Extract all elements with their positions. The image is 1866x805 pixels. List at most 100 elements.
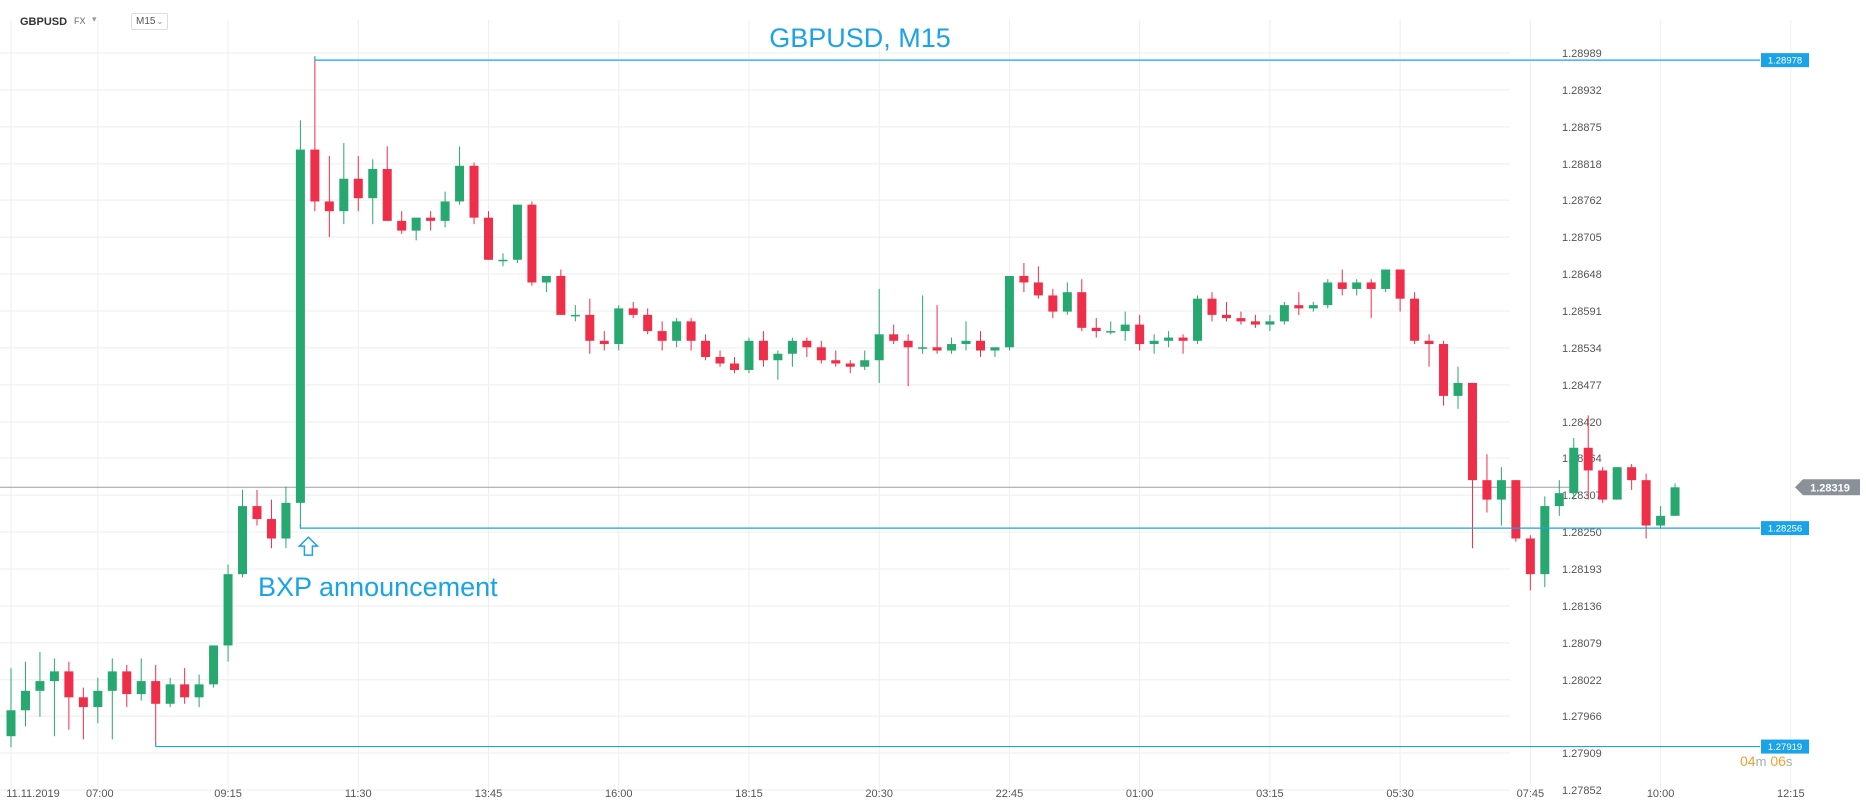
y-tick-label: 1.28022: [1562, 675, 1602, 687]
candle-bearish: [1511, 480, 1521, 539]
candle-bearish: [975, 340, 985, 351]
candle-bullish: [1569, 447, 1579, 494]
candle-bearish: [310, 149, 320, 202]
x-tick-label: 09:15: [214, 788, 242, 800]
candle-bearish: [1482, 480, 1492, 500]
candle-bearish: [802, 340, 812, 348]
candle-bullish: [1453, 382, 1463, 396]
candle-bearish: [845, 363, 855, 367]
candle-bearish: [78, 697, 88, 708]
y-tick-label: 1.28989: [1562, 48, 1602, 60]
candle-bearish: [266, 519, 276, 539]
candle-bullish: [136, 681, 146, 695]
candle-bearish: [758, 340, 768, 361]
candle-bullish: [1656, 515, 1666, 526]
y-tick-label: 1.28591: [1562, 306, 1602, 318]
y-tick-label: 1.28477: [1562, 380, 1602, 392]
candle-bullish: [947, 344, 957, 351]
candle-bearish: [1178, 337, 1188, 341]
timeframe-select[interactable]: M15⌄: [131, 13, 169, 30]
candle-bullish: [194, 684, 204, 698]
x-tick-label: 07:45: [1517, 788, 1545, 800]
candle-bearish: [730, 363, 739, 370]
y-tick-label: 1.28307: [1562, 490, 1602, 502]
candle-bearish: [1033, 282, 1043, 296]
candle-bearish: [1627, 467, 1637, 481]
candle-bearish: [1583, 447, 1593, 471]
candle-bullish: [672, 321, 682, 341]
level-price-tag: [1761, 521, 1809, 536]
annotation-label: BXP announcement: [258, 572, 498, 602]
y-tick-label: 1.28932: [1562, 85, 1602, 97]
candle-bullish: [1352, 282, 1362, 289]
candle-bullish: [512, 204, 522, 260]
countdown-minutes-unit: m: [1755, 754, 1767, 769]
candle-bearish: [1598, 470, 1608, 500]
candle-bearish: [1395, 269, 1405, 299]
candle-bearish: [151, 681, 161, 704]
candle-bearish: [426, 217, 436, 221]
y-tick-label: 1.28420: [1562, 417, 1602, 429]
candle-bearish: [1236, 318, 1246, 322]
candle-bearish: [1294, 305, 1304, 309]
countdown-seconds-unit: s: [1785, 754, 1793, 769]
candle-bearish: [1135, 324, 1145, 345]
y-tick-label: 1.28079: [1562, 638, 1602, 650]
candle-bearish: [1366, 282, 1376, 289]
candle-bullish: [787, 340, 797, 354]
candle-bullish: [1004, 275, 1014, 348]
candle-bearish: [527, 204, 537, 283]
level-price-tag: [1761, 53, 1809, 68]
candle-bullish: [1265, 321, 1275, 325]
x-tick-label: 22:45: [996, 788, 1024, 800]
market-label[interactable]: FX: [74, 16, 86, 26]
candle-bullish: [1062, 292, 1072, 312]
candle-bullish: [93, 690, 103, 708]
candle-bearish: [903, 340, 913, 348]
candle-bullish: [295, 149, 305, 503]
candle-bearish: [252, 506, 262, 520]
y-tick-label: 1.28364: [1562, 453, 1602, 465]
candle-bullish: [1612, 467, 1622, 500]
candle-bullish: [918, 347, 928, 349]
y-tick-label: 1.28705: [1562, 232, 1602, 244]
x-tick-label: 13:45: [475, 788, 503, 800]
candle-bearish: [1221, 314, 1231, 319]
candle-bullish: [1193, 298, 1203, 341]
candle-bullish: [1106, 331, 1116, 333]
candle-bullish: [411, 217, 421, 231]
candle-bearish: [397, 220, 407, 231]
candle-bullish: [1279, 305, 1289, 322]
candle-bearish: [628, 308, 638, 315]
candle-bearish: [324, 201, 334, 212]
candle-bullish: [209, 645, 219, 685]
symbol-label[interactable]: GBPUSD: [20, 16, 68, 28]
chevron-down-icon: ⌄: [156, 17, 164, 26]
candle-bearish: [1250, 321, 1260, 325]
candle-bearish: [382, 169, 392, 221]
candle-bearish: [484, 217, 494, 260]
candle-bearish: [180, 684, 190, 698]
candle-bearish: [1525, 538, 1535, 575]
candle-bearish: [1439, 344, 1449, 396]
candle-bullish: [773, 353, 783, 361]
candle-bullish: [1120, 324, 1130, 332]
y-tick-label: 1.27966: [1562, 711, 1602, 723]
candle-bullish: [368, 169, 378, 199]
candle-bullish: [1540, 506, 1550, 575]
candle-bullish: [990, 347, 1000, 351]
countdown-seconds: 06: [1770, 753, 1786, 769]
x-tick-label: 12:15: [1777, 788, 1805, 800]
candle-bearish: [657, 331, 667, 341]
candle-bullish: [1496, 480, 1506, 500]
candle-bearish: [599, 340, 609, 345]
candle-bearish: [469, 165, 479, 218]
candle-bullish: [281, 502, 291, 539]
market-dropdown-icon[interactable]: ▾: [92, 14, 97, 24]
candle-bullish: [1670, 487, 1680, 516]
candle-bullish: [165, 684, 175, 704]
candle-bearish: [831, 360, 841, 364]
level-price-label: 1.28256: [1768, 524, 1802, 535]
y-tick-label: 1.28762: [1562, 195, 1602, 207]
